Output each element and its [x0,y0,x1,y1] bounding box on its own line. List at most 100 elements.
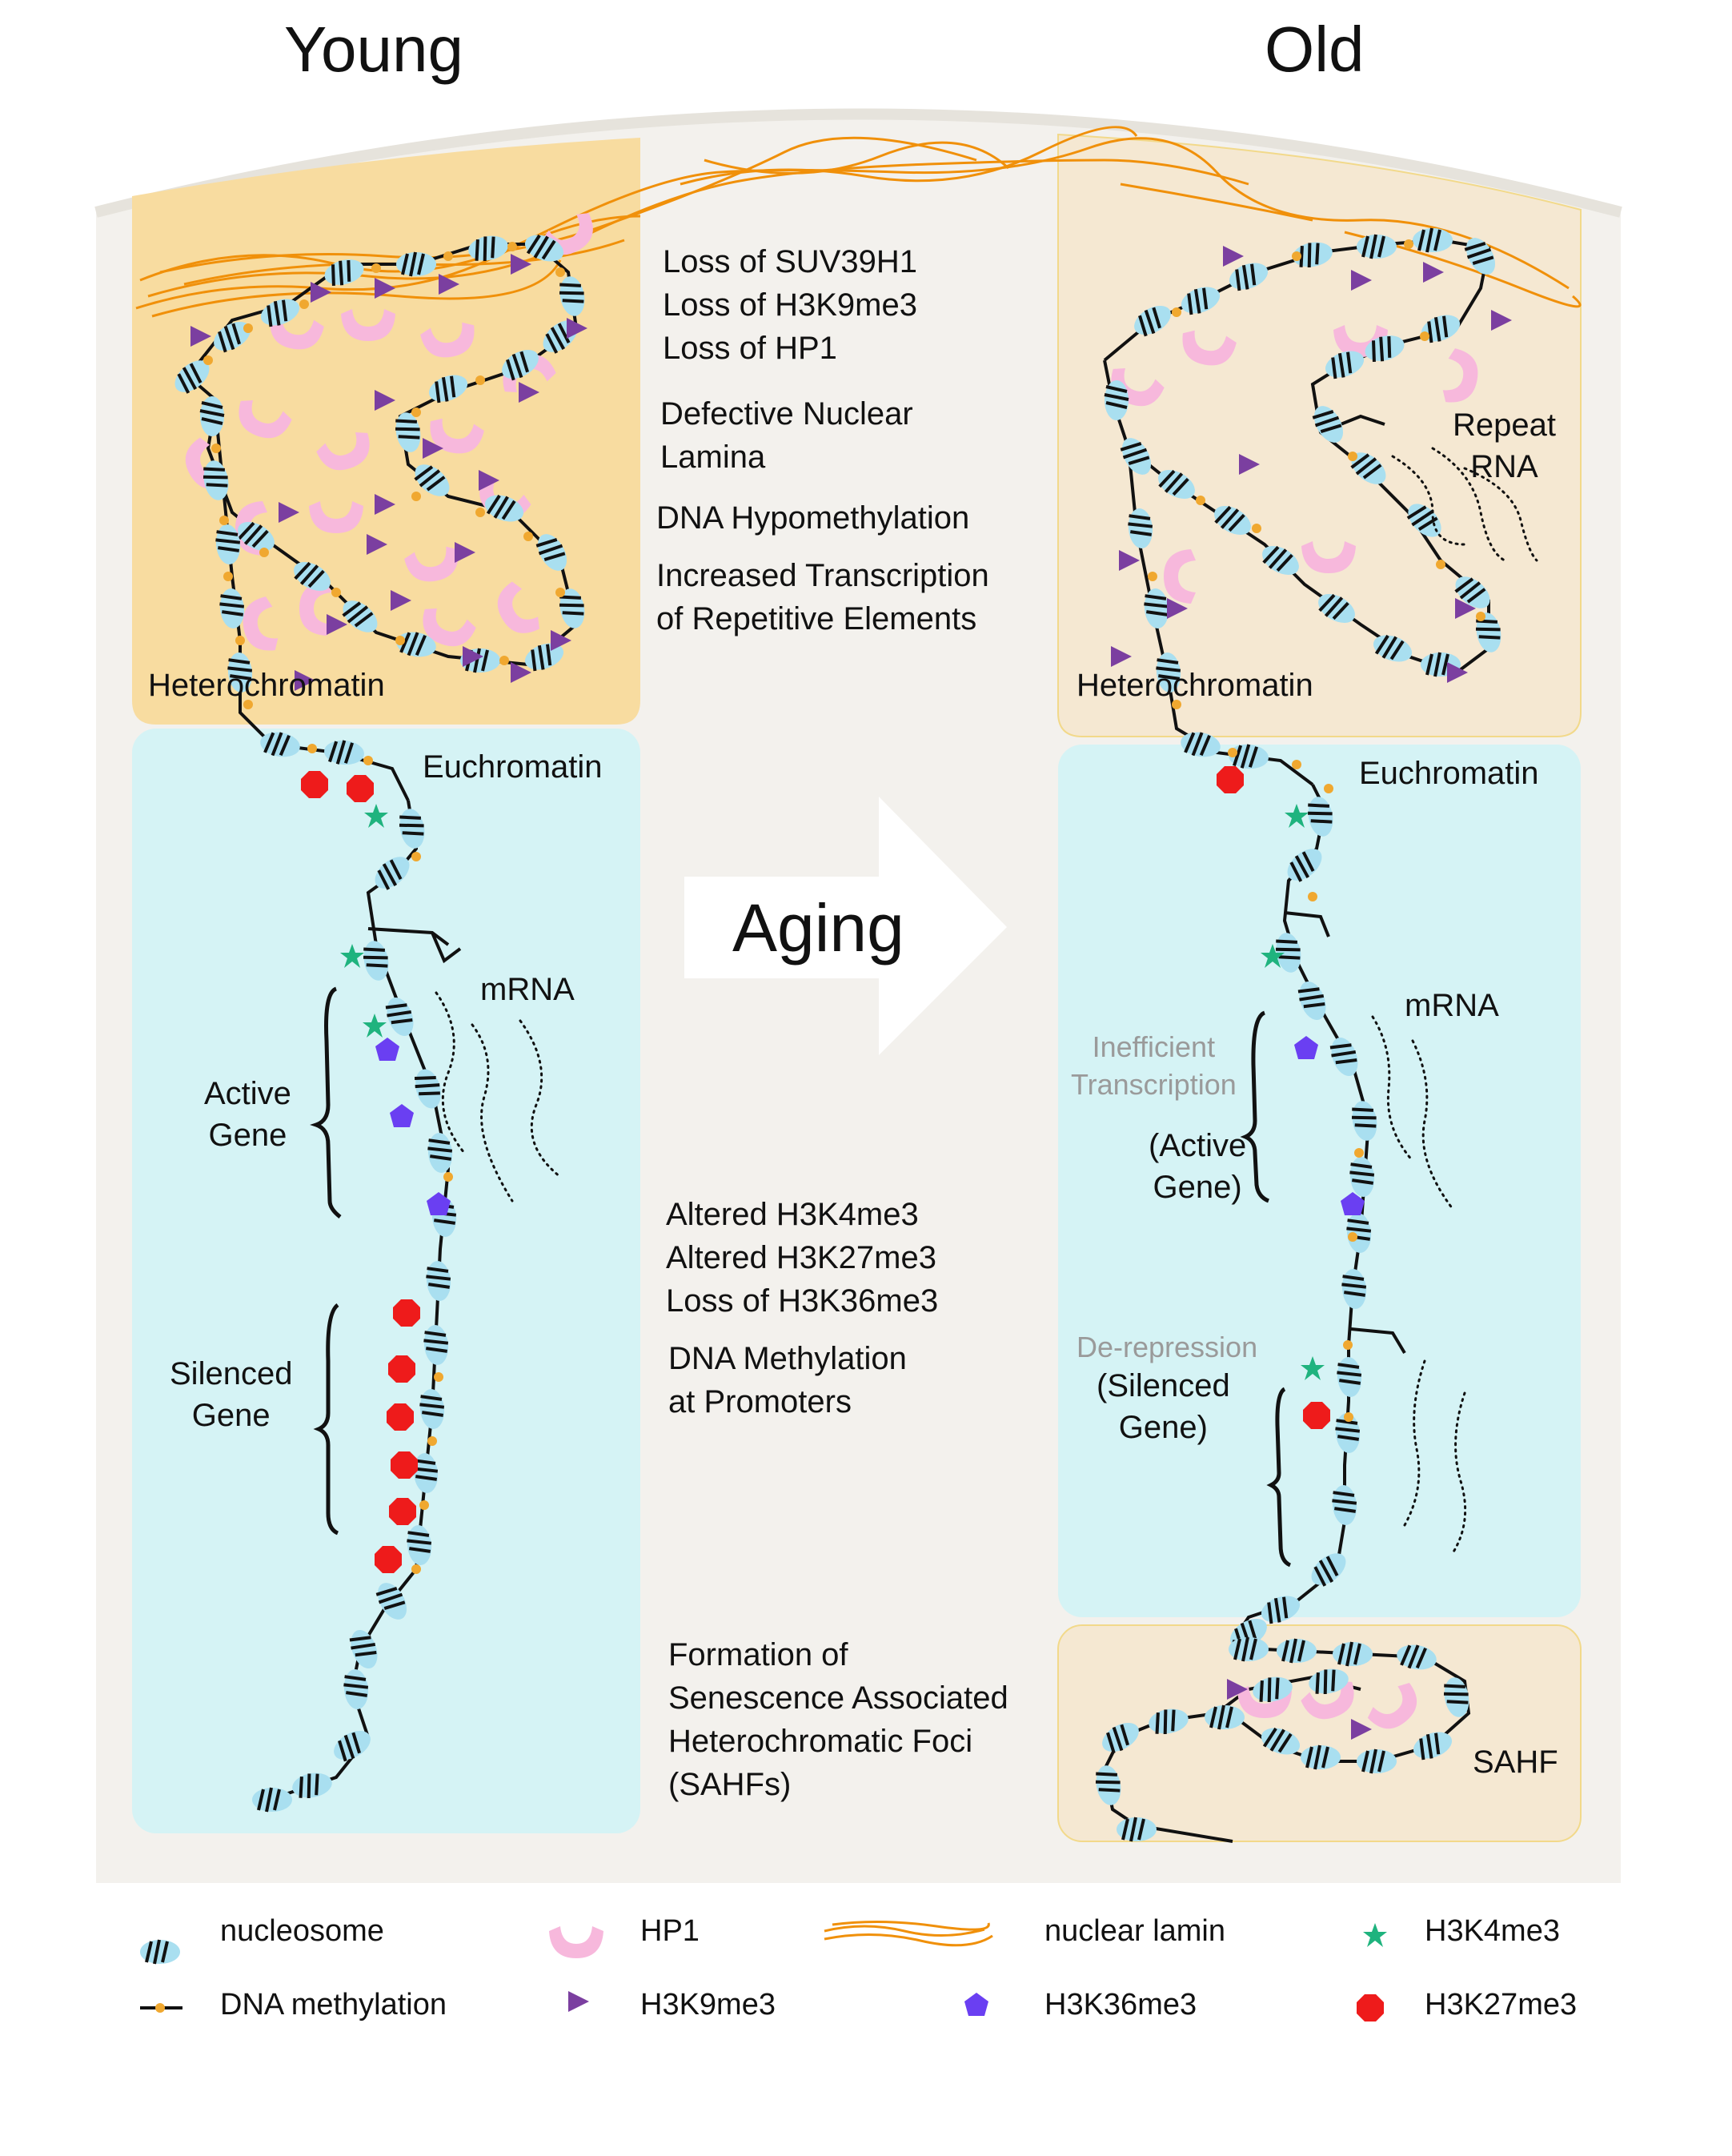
legend-label-hp1: HP1 [640,1914,700,1948]
heterochromatin-change-1: Loss of SUV39H1 Loss of H3K9me3 Loss of … [663,244,917,366]
h3k27me3-mark [387,1403,414,1431]
dna-methylation-mark [235,636,245,645]
dna-methylation-mark [443,251,453,261]
legend-label-nuclear-lamin: nuclear lamin [1044,1914,1225,1948]
sahf-label: SAHF [1473,1744,1558,1780]
legend-icons [138,1920,1387,2022]
dna-methylation-mark [411,852,421,861]
h3k27me3-mark [389,1498,416,1525]
nucleosome [251,1786,294,1813]
young-mrna-strands [435,991,562,1202]
nucleosome [395,251,438,278]
dna-methylation-mark [371,263,381,273]
aging-arrow [684,797,1007,1055]
dna-methylation-mark [1420,331,1429,341]
nucleosome [1275,1637,1318,1664]
heterochromatin-label-young: Heterochromatin [148,668,385,703]
dna-methylation-mark [443,1172,453,1182]
dna-methylation-mark [1404,239,1413,249]
h3k27me3-mark [1303,1402,1330,1429]
dna-methylation-mark [363,756,373,765]
dna-methylation-mark [555,588,565,597]
old-mrna-strands [1371,1015,1467,1555]
nuclear-lamin [135,126,1582,318]
nucleosome [1299,1744,1342,1771]
young-mrna-label: mRNA [480,972,575,1007]
heterochromatin-change-3: DNA Hypomethylation [656,500,970,536]
heterochromatin-label-old: Heterochromatin [1076,668,1313,703]
methylation-icon [140,2003,182,2013]
dna-methylation-mark [299,299,309,309]
octagon-icon [1357,1994,1384,2022]
old-euchromatin-fiber [1217,766,1406,1656]
legend-label-h3k4me3: H3K4me3 [1425,1914,1560,1948]
derepression-label: De-repression [1076,1331,1258,1363]
dna-methylation-mark [223,572,233,581]
star-icon [1363,1923,1387,1947]
legend-label-h3k27me3: H3K27me3 [1425,1988,1578,2022]
dna-methylation-mark [1476,612,1485,621]
euchromatin-panel-old [1058,745,1581,1617]
euchromatin-label-young: Euchromatin [423,749,603,785]
nucleosome-icon [138,1938,182,1965]
legend-label-dna-methylation: DNA methylation [220,1988,447,2022]
pentagon-icon [964,1993,988,2016]
dna-methylation-mark [427,1436,437,1446]
nucleosome [1115,1816,1158,1843]
nuclear-envelope [94,108,1622,218]
old-silenced-gene-label: (Silenced Gene) [1097,1368,1230,1445]
heterochromatin-change-2: Defective Nuclear Lamina [660,396,913,475]
dna-methylation-mark [1344,1412,1353,1422]
dna-methylation-mark [1354,1148,1364,1158]
h3k27me3-mark [388,1355,415,1383]
nucleosome [1331,1640,1374,1668]
nucleosome [1227,1636,1270,1663]
dna-methylation-mark [523,532,533,541]
legend-label-h3k9me3: H3K9me3 [640,1988,776,2022]
nucleosome [1203,1704,1246,1731]
dna-methylation-mark [499,656,509,665]
dna-methylation-mark [507,242,517,251]
h3k27me3-mark [1217,766,1244,793]
heterochromatin-change-4: Increased Transcription of Repetitive El… [656,558,989,636]
young-active-gene-label: Active Gene [204,1076,291,1153]
dna-methylation-mark [411,1564,421,1574]
lamin-icon [824,1920,993,1947]
aging-label: Aging [732,890,904,966]
dna-methylation-mark [411,492,421,501]
triangle-icon [568,1991,589,2012]
euchromatin-label-old: Euchromatin [1359,756,1539,791]
young-euchromatin-fiber [251,771,462,1813]
dna-methylation-mark [411,408,421,417]
dna-methylation-mark [1324,784,1333,793]
dna-methylation-mark [395,636,405,645]
h3k27me3-mark [393,1299,420,1327]
old-active-gene-label: (Active Gene) [1149,1128,1247,1205]
inefficient-transcription-label: Inefficient Transcription [1071,1030,1237,1101]
young-heterochromatin-fiber [167,208,603,801]
dna-methylation-mark [1348,1232,1357,1242]
dna-methylation-mark [1228,748,1237,757]
repeat-rna-label: Repeat RNA [1453,408,1556,484]
dna-methylation-mark [1343,1340,1353,1350]
dna-methylation-mark [1172,307,1181,317]
dna-methylation-mark [1196,496,1205,505]
nucleosome [1355,1748,1398,1775]
euchromatin-panel-young [132,729,640,1833]
old-braces [1240,1010,1292,1568]
sahf-change: Formation of Senescence Associated Heter… [668,1637,1008,1802]
old-mrna-label: mRNA [1405,988,1499,1023]
dna-methylation-mark [1252,524,1261,533]
young-silenced-gene-label: Silenced Gene [170,1356,293,1433]
old-title: Old [1265,14,1365,85]
dna-methylation-mark [219,516,229,525]
legend-label-nucleosome: nucleosome [220,1914,384,1948]
nucleosome [1411,227,1454,254]
young-title: Young [284,14,463,85]
h3k27me3-mark [375,1546,402,1573]
dna-methylation-mark [1148,572,1157,581]
dna-methylation-mark [555,267,565,277]
legend-label-h3k36me3: H3K36me3 [1044,1988,1197,2022]
dna-methylation-mark [259,548,269,557]
euchromatin-change-2: DNA Methylation at Promoters [668,1341,907,1419]
